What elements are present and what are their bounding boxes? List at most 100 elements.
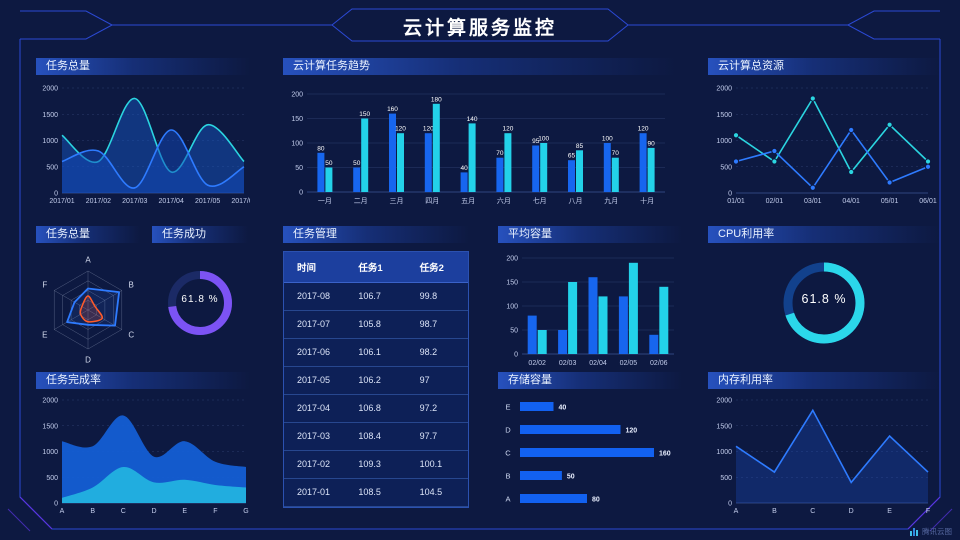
panel-task-complete: 任务完成率 0 500 1000 1500 2000 A B C D E F G (36, 372, 250, 518)
svg-text:F: F (926, 508, 930, 515)
panel-cpu-usage: CPU利用率 61.8 % (708, 226, 940, 368)
svg-text:2017/01: 2017/01 (49, 198, 74, 205)
svg-text:C: C (128, 330, 134, 339)
table-header-cell: 任务1 (345, 252, 407, 283)
svg-text:120: 120 (502, 126, 513, 133)
svg-text:2000: 2000 (716, 86, 732, 93)
svg-text:120: 120 (626, 428, 638, 435)
svg-text:2000: 2000 (716, 398, 732, 405)
svg-text:70: 70 (612, 150, 620, 157)
svg-text:C: C (121, 508, 126, 515)
table-row: 2017-05 106.2 97 (284, 366, 468, 395)
svg-text:120: 120 (395, 126, 406, 133)
svg-text:01/01: 01/01 (727, 198, 745, 205)
panel-title: 任务完成率 (36, 372, 250, 389)
panel-memory: 内存利用率 0 500 1000 1500 2000 A B C D E F (708, 372, 940, 518)
svg-text:02/04: 02/04 (589, 360, 607, 367)
svg-text:A: A (505, 495, 510, 504)
svg-text:C: C (810, 508, 815, 515)
svg-text:六月: 六月 (497, 196, 511, 205)
table-head: 时间 任务1 任务2 (284, 252, 468, 283)
svg-text:70: 70 (496, 150, 504, 157)
svg-text:D: D (505, 426, 511, 435)
svg-text:1000: 1000 (42, 449, 58, 456)
svg-text:2017/04: 2017/04 (159, 198, 184, 205)
svg-text:90: 90 (647, 140, 655, 147)
svg-text:十月: 十月 (640, 196, 654, 205)
svg-text:180: 180 (431, 96, 442, 103)
svg-text:八月: 八月 (569, 197, 583, 205)
svg-text:40: 40 (559, 405, 567, 412)
svg-text:D: D (849, 508, 854, 515)
panel-title: 平均容量 (498, 226, 682, 243)
svg-text:02/01: 02/01 (766, 198, 784, 205)
tencent-cloud-logo-icon (910, 527, 918, 536)
svg-text:0: 0 (299, 190, 303, 197)
svg-text:1500: 1500 (42, 423, 58, 430)
svg-text:500: 500 (720, 164, 732, 171)
panel-title: 任务总量 (36, 226, 140, 243)
svg-text:50: 50 (567, 474, 575, 481)
svg-text:500: 500 (46, 164, 58, 171)
svg-text:50: 50 (325, 160, 333, 167)
panel-title: CPU利用率 (708, 226, 940, 243)
cpu-usage-donut (783, 262, 865, 344)
svg-text:05/01: 05/01 (881, 198, 899, 205)
svg-text:E: E (505, 403, 510, 412)
panel-title: 云计算任务趋势 (283, 58, 675, 75)
svg-text:85: 85 (576, 143, 584, 150)
svg-text:2017/02: 2017/02 (86, 198, 111, 205)
svg-text:二月: 二月 (354, 197, 368, 205)
svg-text:1000: 1000 (42, 138, 58, 145)
svg-text:0: 0 (514, 352, 518, 359)
svg-text:A: A (85, 256, 91, 265)
svg-text:1500: 1500 (42, 112, 58, 119)
svg-text:0: 0 (54, 501, 58, 508)
panel-task-success: 任务成功 61.8 % (152, 226, 248, 368)
task-table: 时间 任务1 任务2 2017-08 106.7 99.8 2017-07 105.8 98.… (284, 252, 468, 507)
panel-storage: 存储容量 E 40 D 120 C 160 B 50 A 80 (498, 372, 682, 518)
svg-text:02/02: 02/02 (528, 360, 546, 367)
task-total-area-chart: 0 500 1000 1500 2000 2017/01 2017/02 2017/03 201… (42, 86, 256, 206)
svg-text:150: 150 (506, 280, 518, 287)
svg-text:80: 80 (317, 145, 325, 152)
watermark: 腾讯云图 (909, 526, 952, 537)
svg-text:100: 100 (602, 136, 613, 143)
svg-text:2017/03: 2017/03 (122, 198, 147, 205)
watermark-text: 腾讯云图 (922, 527, 952, 536)
svg-text:E: E (42, 330, 47, 339)
panel-title: 内存利用率 (708, 372, 940, 389)
svg-text:1500: 1500 (716, 423, 732, 430)
svg-text:120: 120 (423, 126, 434, 133)
svg-text:95: 95 (532, 138, 540, 145)
svg-text:100: 100 (291, 141, 303, 148)
svg-text:50: 50 (295, 165, 303, 172)
svg-text:B: B (772, 508, 777, 515)
panel-total-resource: 云计算总资源 0 500 1000 1500 2000 01/01 02/01 03/01 04… (708, 58, 940, 210)
panel-task-total-area: 任务总量 0 500 1000 1500 2000 2017/01 2017/02 2017/… (36, 58, 257, 210)
panel-title: 任务总量 (36, 58, 250, 75)
svg-text:0: 0 (728, 191, 732, 198)
donut-value: 61.8 % (801, 292, 847, 306)
svg-text:140: 140 (467, 116, 478, 123)
svg-text:F: F (213, 508, 217, 515)
panel-avg-capacity: 平均容量 0 50 100 150 200 02/02 02/03 02/04 02/05 02/… (498, 226, 682, 368)
table-header-cell: 时间 (284, 252, 346, 283)
page-title: 云计算服务监控 (402, 18, 557, 39)
svg-text:七月: 七月 (533, 196, 547, 205)
svg-text:A: A (734, 508, 739, 515)
donut-value: 61.8 % (181, 294, 219, 305)
svg-text:100: 100 (538, 136, 549, 143)
svg-text:E: E (182, 508, 187, 515)
svg-text:C: C (505, 449, 511, 458)
svg-text:D: D (151, 508, 156, 515)
panel-title: 任务管理 (283, 226, 469, 243)
svg-text:150: 150 (291, 116, 303, 123)
svg-text:B: B (505, 472, 510, 481)
svg-text:500: 500 (46, 475, 58, 482)
svg-text:2000: 2000 (42, 398, 58, 405)
table-row: 2017-07 105.8 98.7 (284, 310, 468, 339)
svg-text:F: F (42, 281, 47, 290)
svg-text:120: 120 (638, 126, 649, 133)
